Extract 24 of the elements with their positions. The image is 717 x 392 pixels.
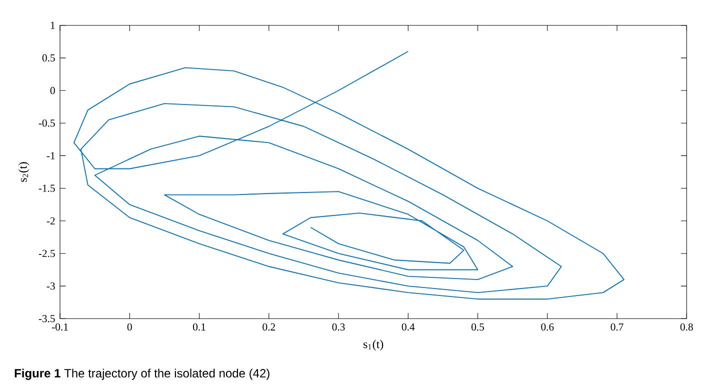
x-tick-label: -0.1 <box>52 323 68 331</box>
y-tick-label: 1 <box>50 22 55 29</box>
x-tick-label: 0.3 <box>332 323 345 331</box>
y-tick-label: -0.5 <box>38 119 55 127</box>
text: Figure 1 The trajectory of the isolated node (42) <box>14 368 270 380</box>
y-tick-label: -3 <box>46 282 55 290</box>
x-tick-label: 0.4 <box>402 323 415 331</box>
line-series <box>73 50 624 300</box>
y-tick-label: -2 <box>46 217 55 224</box>
x-tick-label: 0.6 <box>541 323 554 331</box>
x-tick-label: 0.5 <box>472 323 484 331</box>
x-axis-title: s$_{1}$(t) <box>364 340 384 351</box>
y-tick-label: 0 <box>50 86 55 94</box>
x-tick-label: 0.7 <box>610 323 624 331</box>
x-tick-label: 0.8 <box>680 323 693 331</box>
x-tick-label: 0.1 <box>192 323 206 331</box>
x-tick-label: 0 <box>127 323 132 331</box>
y-tick-label: -2.5 <box>38 250 55 258</box>
y-tick-label: -3.5 <box>38 315 55 322</box>
y-tick-label: -1.5 <box>38 184 55 192</box>
y-axis-title: s$_{2}$(t) <box>18 162 30 182</box>
y-tick-label: -1 <box>46 152 55 160</box>
y-tick-label: 0.5 <box>42 54 55 62</box>
x-tick-label: 0.2 <box>262 323 275 331</box>
